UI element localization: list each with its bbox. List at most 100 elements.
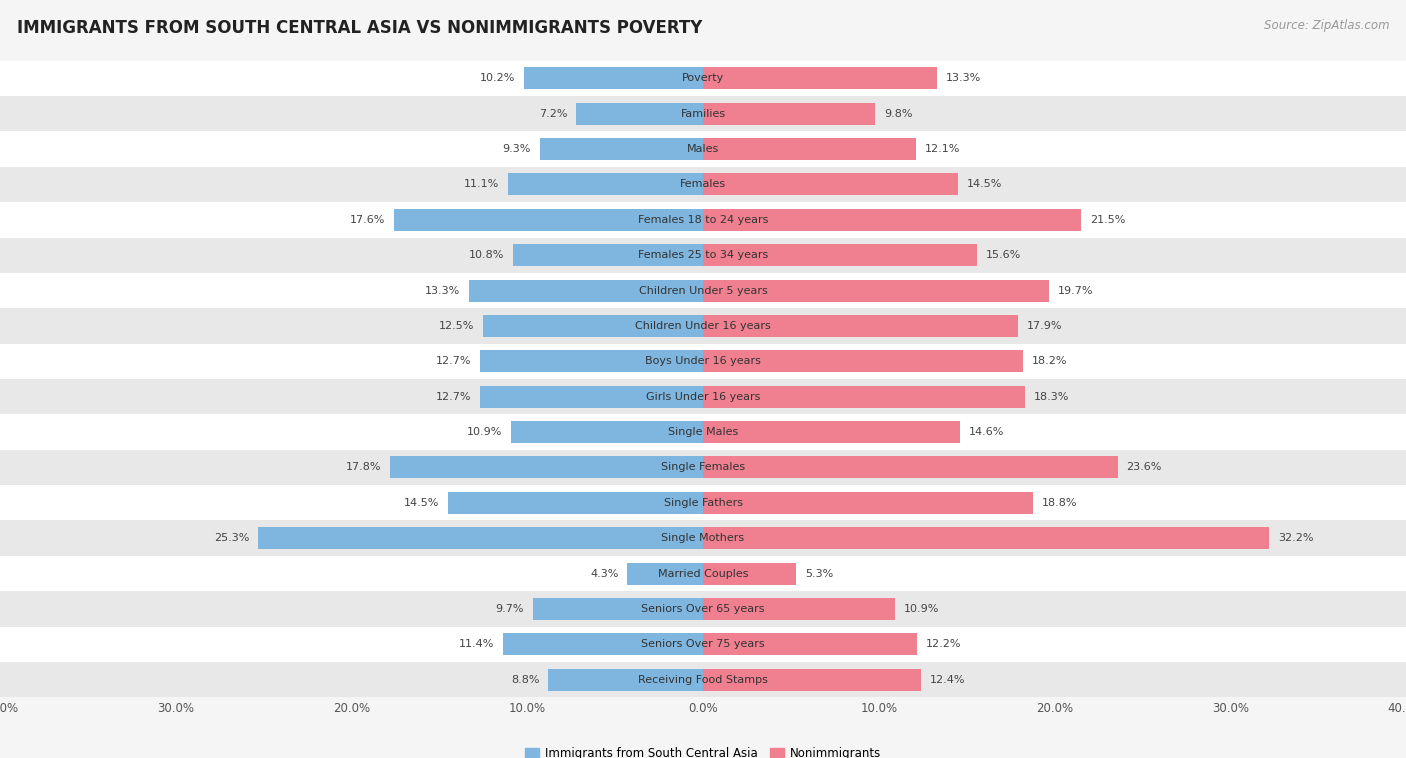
Bar [391, 456, 703, 478]
Text: Single Fathers: Single Fathers [664, 498, 742, 508]
Bar [548, 669, 703, 691]
Bar [703, 598, 894, 620]
Text: 12.7%: 12.7% [436, 356, 471, 366]
Bar [0, 273, 1406, 309]
Text: 12.2%: 12.2% [927, 639, 962, 650]
Text: 14.5%: 14.5% [404, 498, 439, 508]
Text: 17.9%: 17.9% [1026, 321, 1062, 331]
Text: Seniors Over 65 years: Seniors Over 65 years [641, 604, 765, 614]
Text: Married Couples: Married Couples [658, 568, 748, 578]
Bar [0, 521, 1406, 556]
Bar [627, 562, 703, 584]
Text: 8.8%: 8.8% [510, 675, 540, 684]
Text: 9.7%: 9.7% [495, 604, 524, 614]
Bar [394, 209, 703, 230]
Bar [703, 634, 917, 655]
Bar [703, 492, 1033, 514]
Text: 5.3%: 5.3% [804, 568, 834, 578]
Bar [0, 61, 1406, 96]
Text: 17.8%: 17.8% [346, 462, 381, 472]
Bar [484, 315, 703, 337]
Text: Children Under 16 years: Children Under 16 years [636, 321, 770, 331]
Bar [0, 131, 1406, 167]
Text: Families: Families [681, 108, 725, 119]
Bar [513, 244, 703, 266]
Bar [703, 280, 1049, 302]
Bar [703, 315, 1018, 337]
Bar [0, 96, 1406, 131]
Bar [703, 244, 977, 266]
Bar [0, 415, 1406, 449]
Bar [703, 103, 875, 124]
Bar [0, 343, 1406, 379]
Text: 9.3%: 9.3% [502, 144, 531, 154]
Text: 17.6%: 17.6% [350, 215, 385, 225]
Bar [0, 662, 1406, 697]
Text: Single Males: Single Males [668, 427, 738, 437]
Bar [703, 209, 1081, 230]
Text: 10.2%: 10.2% [479, 74, 515, 83]
Bar [533, 598, 703, 620]
Bar [0, 556, 1406, 591]
Text: 25.3%: 25.3% [214, 533, 250, 543]
Bar [0, 202, 1406, 237]
Text: Receiving Food Stamps: Receiving Food Stamps [638, 675, 768, 684]
Text: Females 25 to 34 years: Females 25 to 34 years [638, 250, 768, 260]
Text: 12.5%: 12.5% [439, 321, 475, 331]
Legend: Immigrants from South Central Asia, Nonimmigrants: Immigrants from South Central Asia, Noni… [520, 742, 886, 758]
Text: IMMIGRANTS FROM SOUTH CENTRAL ASIA VS NONIMMIGRANTS POVERTY: IMMIGRANTS FROM SOUTH CENTRAL ASIA VS NO… [17, 19, 702, 37]
Text: 9.8%: 9.8% [884, 108, 912, 119]
Bar [479, 386, 703, 408]
Text: Females 18 to 24 years: Females 18 to 24 years [638, 215, 768, 225]
Bar [576, 103, 703, 124]
Text: 19.7%: 19.7% [1057, 286, 1094, 296]
Bar [0, 167, 1406, 202]
Text: 12.4%: 12.4% [929, 675, 965, 684]
Text: 32.2%: 32.2% [1278, 533, 1313, 543]
Text: 18.3%: 18.3% [1033, 392, 1069, 402]
Bar [703, 350, 1024, 372]
Bar [503, 634, 703, 655]
Bar [449, 492, 703, 514]
Text: 14.5%: 14.5% [967, 180, 1002, 190]
Text: Single Females: Single Females [661, 462, 745, 472]
Text: Poverty: Poverty [682, 74, 724, 83]
Text: Males: Males [688, 144, 718, 154]
Bar [0, 379, 1406, 415]
Bar [259, 528, 703, 549]
Bar [703, 421, 960, 443]
Text: Females: Females [681, 180, 725, 190]
Text: Seniors Over 75 years: Seniors Over 75 years [641, 639, 765, 650]
Bar [703, 174, 957, 196]
Text: 23.6%: 23.6% [1126, 462, 1161, 472]
Text: Single Mothers: Single Mothers [661, 533, 745, 543]
Text: 18.2%: 18.2% [1032, 356, 1067, 366]
Text: 10.9%: 10.9% [904, 604, 939, 614]
Bar [508, 174, 703, 196]
Text: 7.2%: 7.2% [538, 108, 568, 119]
Text: 4.3%: 4.3% [591, 568, 619, 578]
Bar [703, 456, 1118, 478]
Text: Children Under 5 years: Children Under 5 years [638, 286, 768, 296]
Bar [703, 67, 936, 89]
Text: Girls Under 16 years: Girls Under 16 years [645, 392, 761, 402]
Text: 14.6%: 14.6% [969, 427, 1004, 437]
Bar [703, 528, 1268, 549]
Bar [524, 67, 703, 89]
Bar [0, 309, 1406, 343]
Bar [703, 562, 796, 584]
Bar [0, 237, 1406, 273]
Bar [703, 386, 1025, 408]
Bar [540, 138, 703, 160]
Text: 13.3%: 13.3% [945, 74, 981, 83]
Text: Source: ZipAtlas.com: Source: ZipAtlas.com [1264, 19, 1389, 32]
Text: 10.9%: 10.9% [467, 427, 503, 437]
Bar [0, 449, 1406, 485]
Text: 13.3%: 13.3% [425, 286, 461, 296]
Text: Boys Under 16 years: Boys Under 16 years [645, 356, 761, 366]
Text: 10.8%: 10.8% [470, 250, 505, 260]
Bar [703, 669, 921, 691]
Text: 12.1%: 12.1% [925, 144, 960, 154]
Text: 12.7%: 12.7% [436, 392, 471, 402]
Text: 21.5%: 21.5% [1090, 215, 1125, 225]
